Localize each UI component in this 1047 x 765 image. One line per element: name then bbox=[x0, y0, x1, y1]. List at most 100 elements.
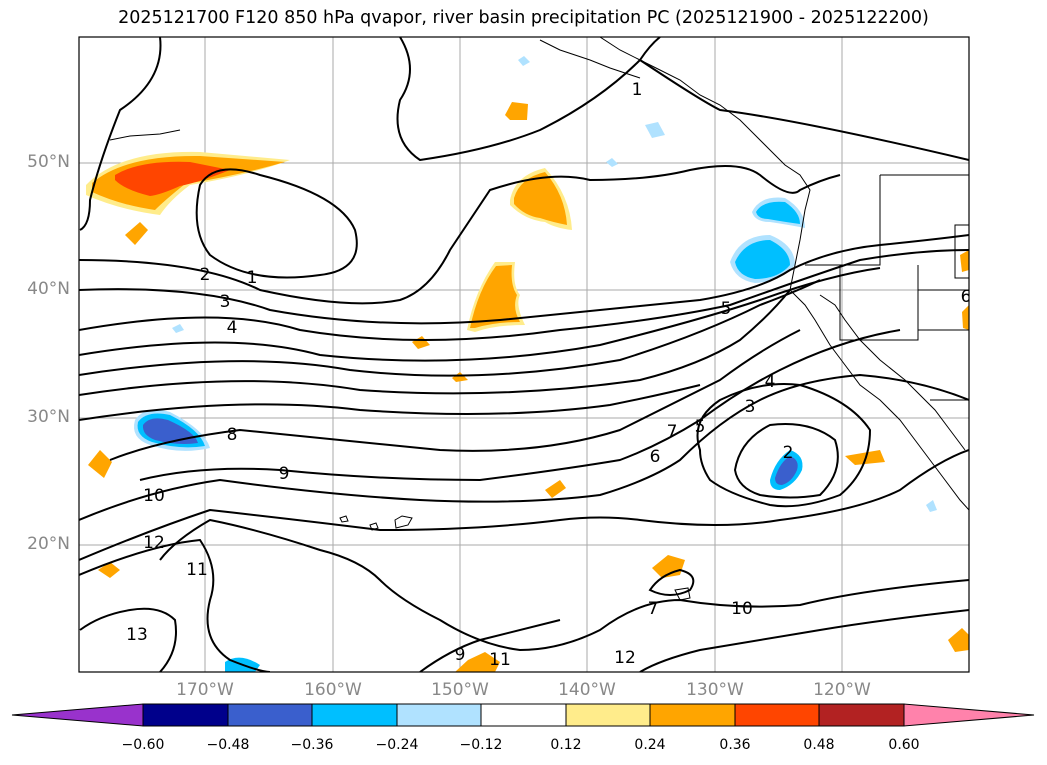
colorbar-extend-high bbox=[903, 703, 1035, 727]
colorbar-extend-low bbox=[11, 703, 144, 727]
contour-11a bbox=[79, 449, 969, 561]
colorbar-bin bbox=[396, 703, 482, 727]
contour-label: 9 bbox=[455, 645, 466, 665]
neg-anomaly-coast2 bbox=[756, 201, 800, 224]
contour-13 bbox=[79, 607, 177, 672]
contour-6 bbox=[79, 289, 791, 396]
pos-anomaly-small-4 bbox=[452, 372, 468, 382]
state-border-1 bbox=[805, 175, 881, 266]
contour-label: 6 bbox=[650, 447, 661, 467]
pos-anomaly-small-2 bbox=[505, 102, 528, 120]
contour-9a bbox=[139, 329, 901, 482]
lon-label: 160°W bbox=[304, 680, 362, 700]
contour-10 bbox=[79, 373, 969, 521]
pos-anomaly-central bbox=[514, 172, 567, 225]
state-border-5 bbox=[954, 224, 969, 279]
contour-11b bbox=[79, 538, 271, 672]
gridlines bbox=[79, 37, 969, 672]
north-america-coast bbox=[599, 37, 969, 511]
neg-anomaly-small-4 bbox=[172, 324, 184, 333]
neg-anomaly-coast bbox=[735, 240, 790, 279]
island-small-1 bbox=[674, 587, 691, 601]
colorbar-tick: −0.48 bbox=[206, 737, 250, 753]
neg-anomaly-sw-core bbox=[142, 418, 198, 444]
neg-anomaly-small-3 bbox=[518, 56, 530, 66]
contour-7-loop bbox=[648, 568, 695, 596]
pos-anomaly-small-13 bbox=[962, 305, 969, 330]
contour-8 bbox=[109, 329, 801, 461]
pos-anomaly-small-7 bbox=[545, 480, 566, 498]
lon-label: 120°W bbox=[813, 680, 871, 700]
coastlines bbox=[109, 37, 969, 601]
colorbar-bin bbox=[649, 703, 736, 727]
colorbar-tick: 0.36 bbox=[719, 737, 751, 753]
contour-2 bbox=[79, 234, 969, 325]
contour-7 bbox=[79, 384, 701, 421]
lat-label: 50°N bbox=[27, 152, 70, 172]
lon-label: 130°W bbox=[686, 680, 744, 700]
contour-label: 6 bbox=[961, 287, 972, 307]
pos-anomaly-small-10 bbox=[948, 628, 969, 652]
island-hawaii-1 bbox=[394, 515, 413, 529]
colorbar-tick: 0.60 bbox=[888, 737, 920, 753]
island-hawaii-3 bbox=[339, 515, 349, 523]
contour-label: 3 bbox=[220, 292, 231, 312]
contour-1e bbox=[79, 165, 841, 305]
neg-anomaly-se-core bbox=[775, 456, 798, 485]
colorbar-tick: −0.12 bbox=[459, 737, 503, 753]
contour-label: 12 bbox=[614, 648, 636, 668]
contour-9b bbox=[419, 619, 561, 672]
contour-label: 7 bbox=[667, 422, 678, 442]
precip-shading bbox=[86, 56, 969, 672]
pos-anomaly-small-1 bbox=[125, 222, 148, 245]
contour-4 bbox=[79, 267, 881, 362]
contour-2-high bbox=[733, 423, 839, 499]
colorbar-tick: 0.12 bbox=[550, 737, 582, 753]
lat-label: 30°N bbox=[27, 407, 70, 427]
contour-12a bbox=[159, 518, 969, 652]
contour-label: 8 bbox=[227, 425, 238, 445]
contour-label: 10 bbox=[143, 486, 165, 506]
colorbar-bin bbox=[227, 703, 313, 727]
contour-label: 5 bbox=[695, 417, 706, 437]
pos-anomaly-small-5 bbox=[88, 450, 112, 478]
contour-label: 1 bbox=[247, 268, 258, 288]
colorbar-tick: −0.24 bbox=[375, 737, 419, 753]
qvapor-contours bbox=[79, 37, 969, 672]
map-title: 2025121700 F120 850 hPa qvapor, river ba… bbox=[118, 8, 929, 28]
contour-1a bbox=[79, 37, 162, 231]
pos-anomaly-small-12 bbox=[960, 250, 969, 272]
contour-label: 13 bbox=[126, 625, 148, 645]
lat-label: 20°N bbox=[27, 534, 70, 554]
colorbar-bin bbox=[480, 703, 567, 727]
contour-label: 12 bbox=[143, 533, 165, 553]
contour-1c bbox=[639, 59, 969, 161]
neg-anomaly-small-6 bbox=[926, 500, 937, 512]
colorbar-tick: 0.24 bbox=[634, 737, 666, 753]
contour-label: 4 bbox=[765, 372, 776, 392]
contour-labels: 1 1 2 3 4 5 8 9 10 12 11 13 9 11 12 10 7… bbox=[126, 80, 972, 670]
colorbar-bin bbox=[734, 703, 820, 727]
lon-label: 140°W bbox=[558, 680, 616, 700]
pos-anomaly-small-3 bbox=[412, 336, 430, 349]
neg-anomaly-small-5 bbox=[606, 158, 618, 167]
neg-anomaly-small-2 bbox=[645, 122, 665, 138]
contour-label: 10 bbox=[731, 599, 753, 619]
contour-label: 7 bbox=[648, 599, 659, 619]
contour-label: 11 bbox=[186, 560, 208, 580]
map-area bbox=[79, 37, 969, 672]
colorbar-bin bbox=[142, 703, 229, 727]
contour-label: 5 bbox=[721, 299, 732, 319]
pos-anomaly-small-8 bbox=[652, 555, 685, 578]
contour-label: 2 bbox=[783, 443, 794, 463]
contour-12b bbox=[639, 609, 969, 672]
state-border-2 bbox=[839, 265, 919, 341]
colorbar-bin bbox=[311, 703, 398, 727]
lon-label: 150°W bbox=[431, 680, 489, 700]
contour-3 bbox=[79, 249, 969, 341]
lat-label: 40°N bbox=[27, 279, 70, 299]
contour-label: 3 bbox=[745, 397, 756, 417]
colorbar-bin bbox=[565, 703, 651, 727]
contour-1d bbox=[195, 168, 358, 279]
